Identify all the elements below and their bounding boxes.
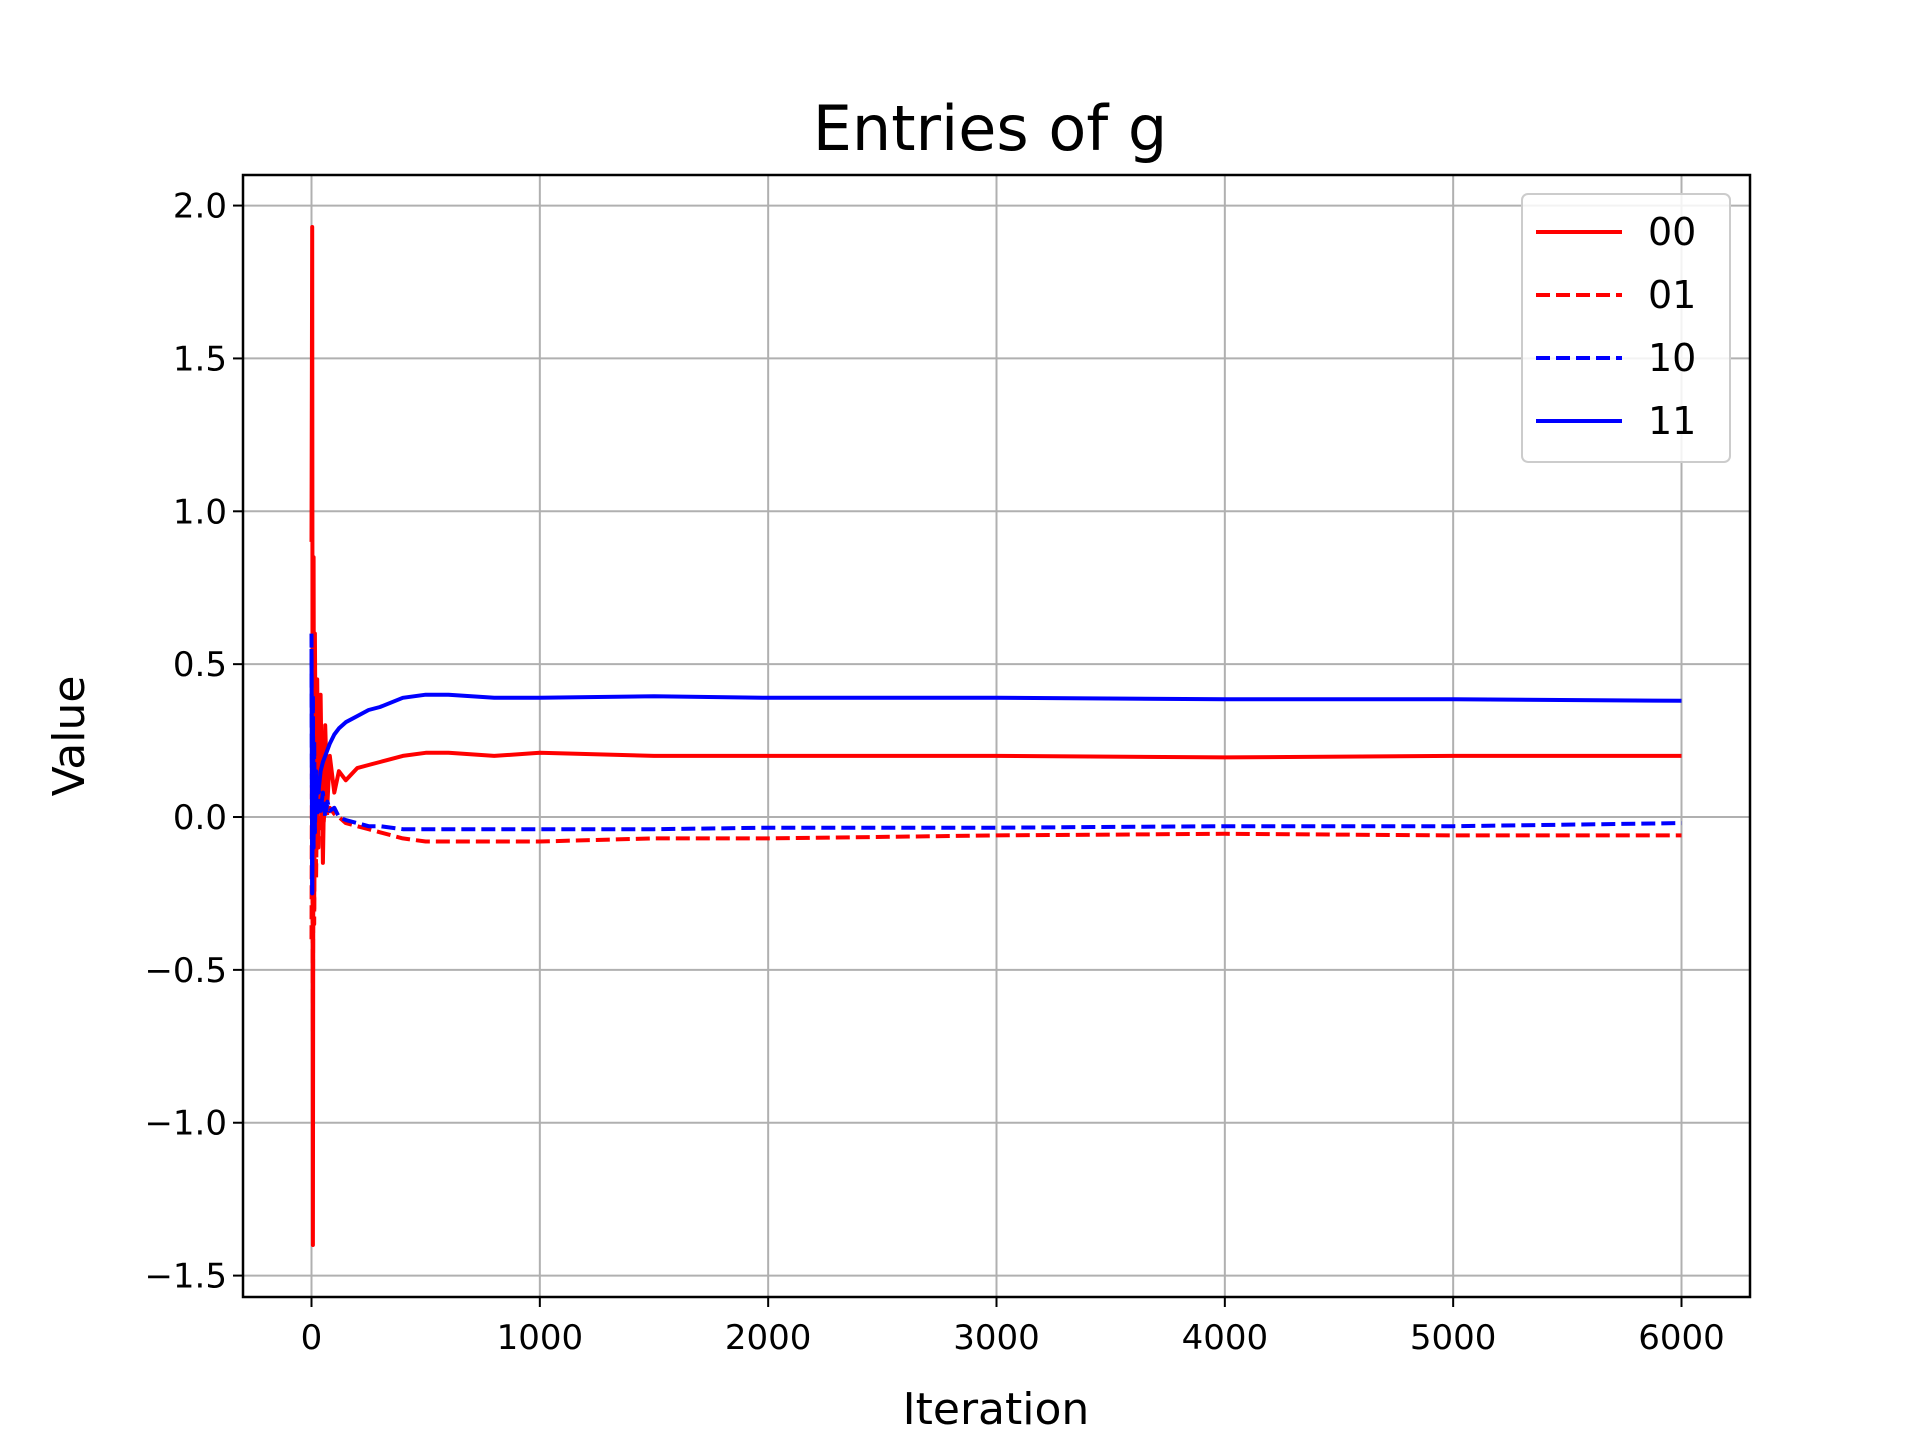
grid — [243, 175, 1750, 1297]
legend-label-10: 10 — [1648, 336, 1696, 380]
y-tick-label: 1.5 — [173, 339, 227, 379]
legend: 00 01 10 11 — [1521, 193, 1731, 463]
legend-label-00: 00 — [1648, 210, 1696, 254]
y-tick-label: 2.0 — [173, 187, 227, 227]
x-tick-label: 0 — [301, 1318, 323, 1358]
legend-label-11: 11 — [1648, 399, 1696, 443]
legend-box — [1521, 193, 1731, 463]
legend-label-01: 01 — [1648, 273, 1696, 317]
y-tick-label: 0.5 — [173, 645, 227, 685]
chart-title: Entries of g — [813, 92, 1167, 165]
x-tick-label: 4000 — [1182, 1318, 1269, 1358]
y-tick-label: −0.5 — [144, 951, 227, 991]
series-line-00 — [309, 225, 1682, 1247]
x-tick-label: 1000 — [497, 1318, 584, 1358]
x-tick-label: 6000 — [1638, 1318, 1725, 1358]
x-tick-label: 3000 — [953, 1318, 1040, 1358]
y-tick-label: 0.0 — [173, 798, 227, 838]
y-axis: −1.5 −1.0 −0.5 0.0 0.5 1.0 1.5 2.0 — [144, 187, 243, 1297]
y-axis-label: Value — [44, 676, 95, 797]
y-tick-label: 1.0 — [173, 492, 227, 532]
y-tick-label: −1.5 — [144, 1257, 227, 1297]
series-layer — [309, 225, 1682, 1247]
y-tick-label: −1.0 — [144, 1104, 227, 1144]
x-axis-label: Iteration — [903, 1384, 1090, 1435]
x-axis: 0 1000 2000 3000 4000 5000 6000 — [301, 1297, 1725, 1358]
x-tick-label: 2000 — [725, 1318, 812, 1358]
series-line-11 — [309, 648, 1682, 896]
x-tick-label: 5000 — [1410, 1318, 1497, 1358]
